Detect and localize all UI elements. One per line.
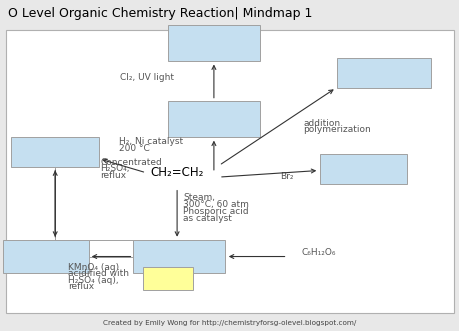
Text: Concentrated: Concentrated	[100, 158, 162, 167]
Bar	[6, 30, 453, 313]
Text: 200 °C: 200 °C	[118, 144, 149, 154]
Text: KMnO₄ (aq): KMnO₄ (aq)	[68, 262, 119, 272]
Text: O Level Organic Chemistry Reaction| Mindmap 1: O Level Organic Chemistry Reaction| Mind…	[8, 7, 312, 21]
Bar	[4, 240, 89, 273]
Text: Br₂: Br₂	[280, 171, 293, 181]
Bar	[11, 137, 99, 167]
Bar	[142, 267, 193, 290]
Bar	[336, 58, 431, 88]
Text: 300°C, 60 atm: 300°C, 60 atm	[183, 200, 248, 209]
Text: C₆H₁₂O₆: C₆H₁₂O₆	[301, 248, 335, 257]
Text: H₂, Ni catalyst: H₂, Ni catalyst	[118, 137, 182, 146]
Text: Phosporic acid: Phosporic acid	[183, 207, 248, 216]
Text: H₂SO₄ (aq),: H₂SO₄ (aq),	[68, 276, 118, 285]
Bar	[0, 0, 459, 28]
Text: Steam,: Steam,	[183, 193, 215, 202]
Text: Cl₂, UV light: Cl₂, UV light	[119, 73, 173, 82]
Text: CH₂=CH₂: CH₂=CH₂	[150, 166, 203, 179]
Text: addition: addition	[303, 118, 340, 128]
Text: polymerization: polymerization	[303, 125, 370, 134]
Text: reflux: reflux	[100, 171, 126, 180]
Bar	[168, 25, 259, 61]
Text: H₂SO₄,: H₂SO₄,	[100, 164, 129, 173]
Bar	[168, 101, 259, 137]
Text: reflux: reflux	[68, 282, 94, 292]
Text: Created by Emily Wong for http://chemistryforsg-olevel.blogspot.com/: Created by Emily Wong for http://chemist…	[103, 320, 356, 326]
Text: as catalyst: as catalyst	[183, 214, 231, 223]
Bar	[133, 240, 225, 273]
Text: acidified with: acidified with	[68, 269, 129, 278]
Bar	[319, 154, 406, 184]
